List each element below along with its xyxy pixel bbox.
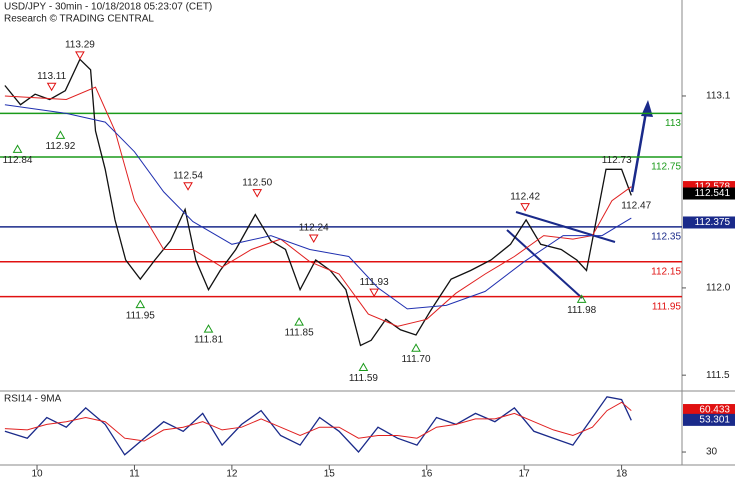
pivot-label: 111.81 [194,335,224,346]
x-tick-label: 18 [616,469,628,480]
drawings [506,100,653,299]
pivot-high [75,51,85,60]
rsi-title: RSI14 - 9MA [4,394,62,405]
chart-subtitle: Research © TRADING CENTRAL [4,14,154,25]
price-annotation: 112.47 [621,201,651,212]
pivot-label: 111.70 [401,354,431,365]
price-box [683,216,735,229]
pivot-label: 112.24 [299,223,329,234]
pivot-high [183,182,193,191]
pivot-label: 113.11 [37,71,67,82]
trendline [506,229,583,299]
pivot-low [12,144,23,153]
x-tick-label: 16 [421,469,433,480]
pivot-label: 111.98 [567,305,597,316]
chart-title: USD/JPY - 30min - 10/18/2018 05:23:07 (C… [4,2,212,13]
pivot-low [411,343,421,352]
pivot-label: 112.84 [3,155,33,166]
price-box-label: 112.375 [695,217,731,228]
level-label: 112.35 [651,231,681,242]
price-annotation: 112.73 [602,155,632,166]
pivot-label: 112.50 [242,177,272,188]
level-label: 112.75 [651,162,681,173]
pivot-low [203,324,214,333]
price-box-label: 53.301 [699,415,730,426]
price-box-label: 112.541 [695,188,731,199]
pivot-high [252,189,263,198]
pivot-label: 112.54 [173,170,203,181]
y-tick-label: 113.1 [706,91,731,102]
pivot-low [358,362,369,371]
price-box-label: 60.433 [699,405,730,416]
x-tick-label: 11 [129,469,140,480]
x-tick-label: 15 [324,469,336,480]
price-box [683,404,735,417]
pivot-label: 113.29 [65,39,95,50]
pivot-label: 111.95 [126,310,156,321]
pivot-high [308,234,319,244]
price-line [4,104,632,310]
level-label: 111.95 [652,301,682,312]
pivot-label: 112.92 [45,141,75,152]
price-line [4,401,632,442]
price-box [683,413,735,426]
pivot-high [520,203,531,212]
x-tick-label: 10 [31,469,43,480]
pivot-label: 111.59 [349,373,379,384]
y-tick-label: 30 [706,447,718,458]
price-box [683,187,735,200]
pivot-high [46,82,57,92]
pivot-low [55,130,66,139]
projection-arrow [630,111,648,193]
level-label: 113 [665,118,681,129]
pivot-label: 111.85 [285,328,315,339]
price-line [4,396,632,456]
pivot-low [294,317,304,326]
x-tick-label: 17 [519,469,531,480]
pivot-high [369,288,379,298]
y-tick-label: 112.0 [706,283,731,294]
pivot-label: 111.93 [360,277,390,288]
pivot-low [135,299,146,309]
price-line [4,58,632,347]
price-line [4,86,632,327]
level-label: 112.15 [651,266,681,277]
pivot-low [576,294,587,303]
x-tick-label: 12 [226,469,238,480]
y-tick-label: 111.5 [706,370,730,381]
price-box-label: 112.578 [695,182,731,193]
pivot-label: 112.42 [510,191,540,202]
